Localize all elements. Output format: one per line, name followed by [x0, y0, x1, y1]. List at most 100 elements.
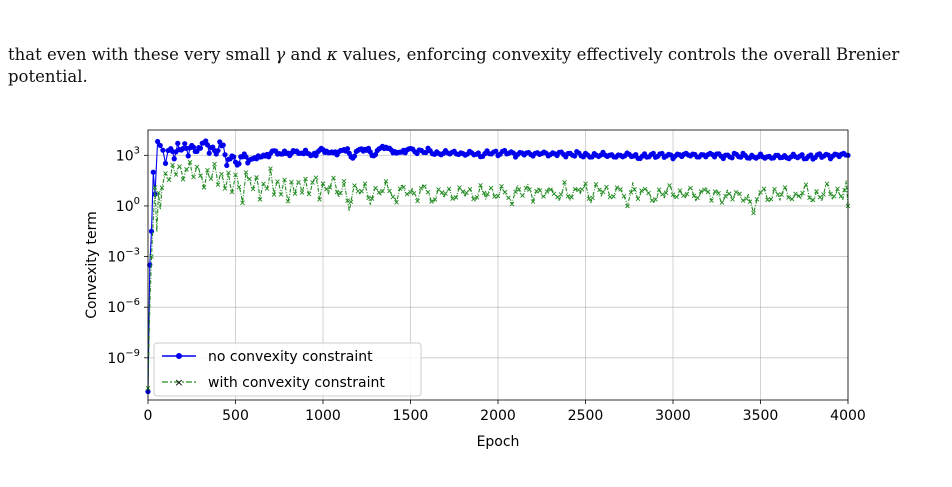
point-with-constraint	[415, 198, 420, 204]
point-with-constraint	[684, 191, 690, 197]
point-with-constraint	[660, 192, 665, 197]
point-with-constraint	[201, 185, 207, 190]
point-with-constraint	[439, 190, 445, 195]
point-with-constraint	[443, 191, 448, 196]
point-with-constraint	[418, 185, 424, 191]
point-with-constraint	[730, 197, 735, 202]
point-with-constraint	[653, 196, 658, 202]
point-with-constraint	[499, 183, 504, 189]
point-with-constraint	[600, 189, 606, 195]
point-with-constraint	[562, 180, 567, 185]
y-tick-label: 103	[116, 145, 140, 164]
x-tick-label: 1500	[393, 408, 429, 424]
point-with-constraint	[782, 185, 788, 190]
point-no-constraint	[204, 142, 211, 148]
point-with-constraint	[691, 193, 697, 199]
point-with-constraint	[509, 201, 515, 207]
para-text-4: potential.	[8, 67, 88, 86]
point-with-constraint	[299, 190, 305, 195]
point-with-constraint	[460, 189, 466, 194]
point-with-constraint	[285, 198, 291, 204]
point-with-constraint	[611, 193, 616, 199]
point-with-constraint	[520, 193, 525, 198]
point-with-constraint	[352, 183, 357, 188]
y-tick-base: 10	[116, 148, 134, 164]
point-with-constraint	[296, 179, 301, 185]
point-no-constraint	[185, 153, 191, 159]
point-with-constraint	[156, 190, 161, 196]
x-tick-label: 2500	[568, 408, 604, 424]
point-with-constraint	[471, 196, 476, 202]
point-with-constraint	[355, 188, 361, 194]
point-with-constraint	[590, 195, 595, 201]
point-with-constraint	[397, 186, 403, 192]
point-with-constraint	[817, 194, 823, 200]
point-no-constraint	[231, 154, 237, 160]
y-axis-label: Convexity term	[84, 211, 100, 319]
point-with-constraint	[828, 191, 833, 197]
point-with-constraint	[838, 193, 844, 199]
series-layer	[145, 138, 851, 395]
point-no-constraint	[162, 160, 169, 166]
x-axis-label: Epoch	[477, 434, 520, 450]
point-with-constraint	[656, 187, 662, 192]
point-no-constraint	[224, 162, 230, 169]
point-with-constraint	[264, 186, 270, 191]
point-with-constraint	[205, 167, 210, 173]
point-with-constraint	[380, 188, 385, 194]
point-with-constraint	[642, 186, 648, 192]
point-with-constraint	[275, 179, 280, 184]
point-with-constraint	[163, 171, 168, 176]
point-with-constraint	[569, 194, 574, 200]
point-with-constraint	[411, 190, 417, 196]
point-with-constraint	[240, 200, 245, 206]
point-with-constraint	[492, 194, 497, 199]
point-with-constraint	[740, 198, 746, 203]
point-with-constraint	[341, 178, 347, 184]
point-with-constraint	[331, 175, 336, 181]
point-with-constraint	[373, 185, 378, 191]
point-with-constraint	[485, 191, 490, 197]
point-with-constraint	[625, 203, 630, 209]
point-with-constraint	[254, 175, 259, 180]
point-with-constraint	[667, 183, 672, 188]
point-with-constraint	[786, 195, 791, 200]
point-with-constraint	[268, 166, 273, 171]
point-with-constraint	[292, 191, 298, 197]
point-no-constraint	[217, 139, 223, 145]
point-with-constraint	[537, 188, 543, 193]
para-text-2: and	[285, 45, 327, 64]
point-with-constraint	[674, 194, 679, 200]
point-with-constraint	[796, 193, 802, 199]
y-tick-label: 10−3	[107, 247, 140, 266]
point-with-constraint	[334, 189, 340, 195]
point-with-constraint	[320, 181, 326, 186]
point-with-constraint	[233, 172, 238, 178]
point-with-constraint	[236, 184, 242, 190]
point-with-constraint	[278, 192, 284, 197]
point-with-constraint	[733, 189, 739, 195]
point-with-constraint	[719, 200, 725, 205]
point-with-constraint	[632, 187, 637, 192]
point-no-constraint	[799, 152, 805, 158]
point-no-constraint	[423, 149, 429, 156]
point-with-constraint	[208, 176, 214, 182]
point-with-constraint	[751, 210, 756, 216]
point-with-constraint	[761, 186, 767, 192]
point-no-constraint	[493, 148, 499, 154]
point-with-constraint	[271, 192, 277, 197]
point-with-constraint	[593, 182, 599, 187]
point-with-constraint	[663, 190, 669, 196]
body-paragraph: that even with these very small γ and κ …	[8, 44, 946, 88]
point-with-constraint	[513, 189, 518, 195]
point-with-constraint	[618, 187, 623, 192]
point-with-constraint	[688, 185, 693, 191]
point-with-constraint	[702, 187, 707, 193]
legend-label-no-constraint: no convexity constraint	[208, 349, 373, 365]
point-with-constraint	[152, 185, 158, 190]
point-with-constraint	[527, 187, 532, 192]
point-with-constraint	[803, 182, 809, 187]
x-tick-label: 3000	[655, 408, 691, 424]
point-with-constraint	[149, 254, 154, 259]
